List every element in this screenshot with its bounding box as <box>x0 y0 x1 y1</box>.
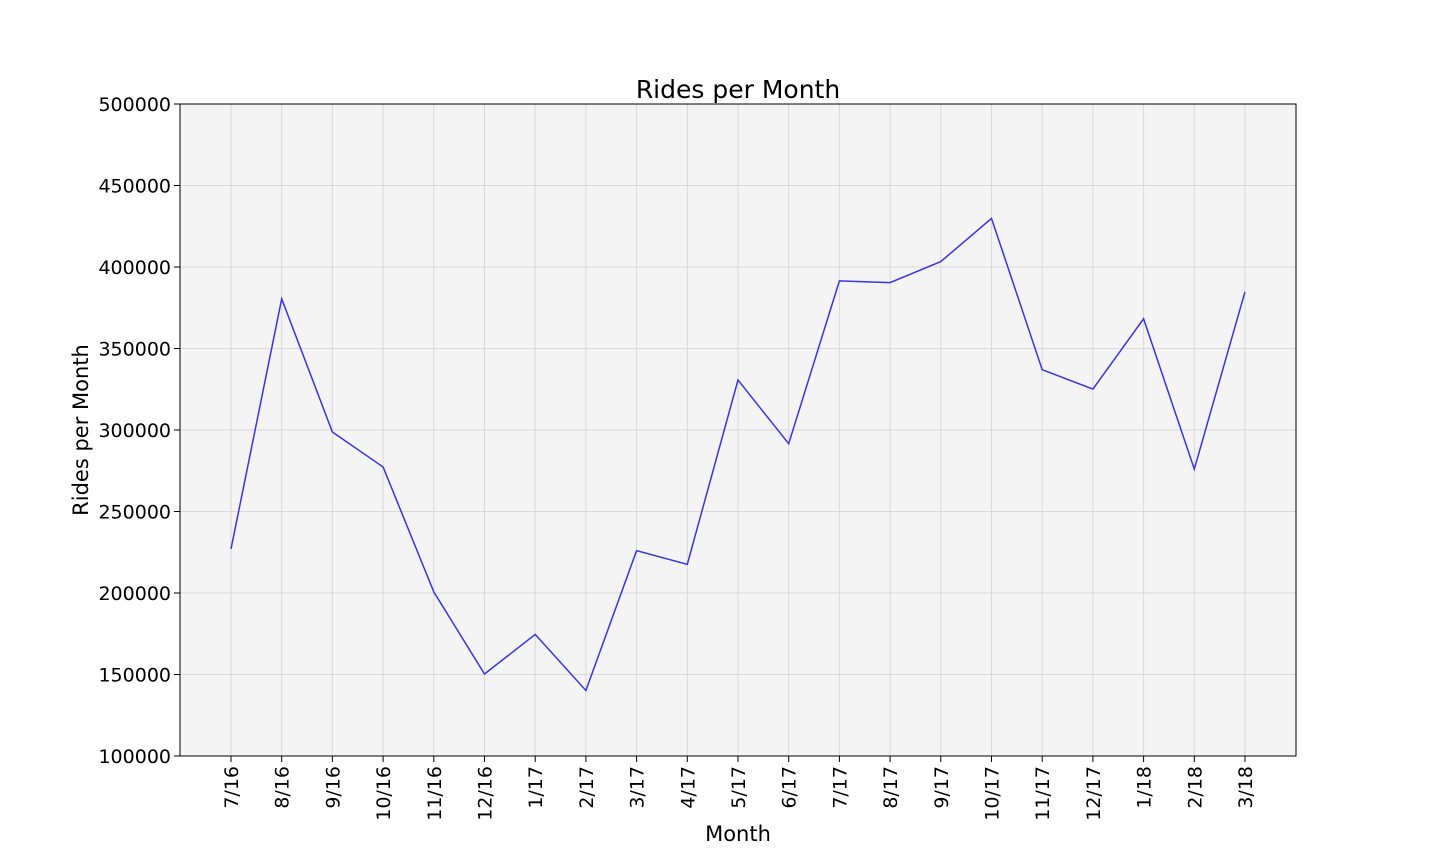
x-tick-label: 9/16 <box>322 766 344 809</box>
series-line <box>230 217 1246 692</box>
y-tick-label: 200000 <box>98 583 171 605</box>
y-axis-ticks: 100000 150000 200000 250000 300000 350000 4000… <box>98 94 180 768</box>
chart-title: Rides per Month <box>636 75 840 104</box>
y-tick-label: 300000 <box>98 420 171 442</box>
y-tick-label: 150000 <box>98 665 171 687</box>
x-tick-label: 1/17 <box>525 766 547 809</box>
x-tick-label: 10/16 <box>373 766 395 821</box>
x-tick-label: 12/16 <box>475 766 497 821</box>
x-tick-label: 8/16 <box>272 766 294 809</box>
x-tick-label: 9/17 <box>931 766 953 809</box>
y-tick-label: 450000 <box>98 176 171 198</box>
y-tick-label: 250000 <box>98 502 171 524</box>
series-layer <box>230 217 1246 692</box>
x-axis-ticks: 7/16 8/16 9/16 10/16 11/16 12/16 1/17 2/17 3/17 4… <box>221 756 1257 821</box>
x-tick-label: 3/17 <box>627 766 649 809</box>
y-tick-label: 500000 <box>98 94 171 116</box>
x-tick-label: 1/18 <box>1134 766 1156 809</box>
y-tick-label: 100000 <box>98 746 171 768</box>
x-tick-label: 3/18 <box>1235 766 1257 809</box>
x-tick-label: 7/17 <box>829 766 851 809</box>
x-tick-label: 2/18 <box>1184 766 1206 809</box>
x-tick-label: 2/17 <box>576 766 598 809</box>
x-axis-label: Month <box>705 822 771 846</box>
x-tick-label: 5/17 <box>728 766 750 809</box>
x-tick-label: 11/17 <box>1032 766 1054 821</box>
x-tick-label: 8/17 <box>880 766 902 809</box>
x-tick-label: 7/16 <box>221 766 243 809</box>
x-tick-label: 6/17 <box>779 766 801 809</box>
y-axis-label: Rides per Month <box>69 344 93 516</box>
y-tick-label: 350000 <box>98 339 171 361</box>
y-tick-label: 400000 <box>98 257 171 279</box>
x-tick-label: 10/17 <box>982 766 1004 821</box>
x-tick-label: 12/17 <box>1083 766 1105 821</box>
x-tick-label: 4/17 <box>677 766 699 809</box>
x-tick-label: 11/16 <box>424 766 446 821</box>
